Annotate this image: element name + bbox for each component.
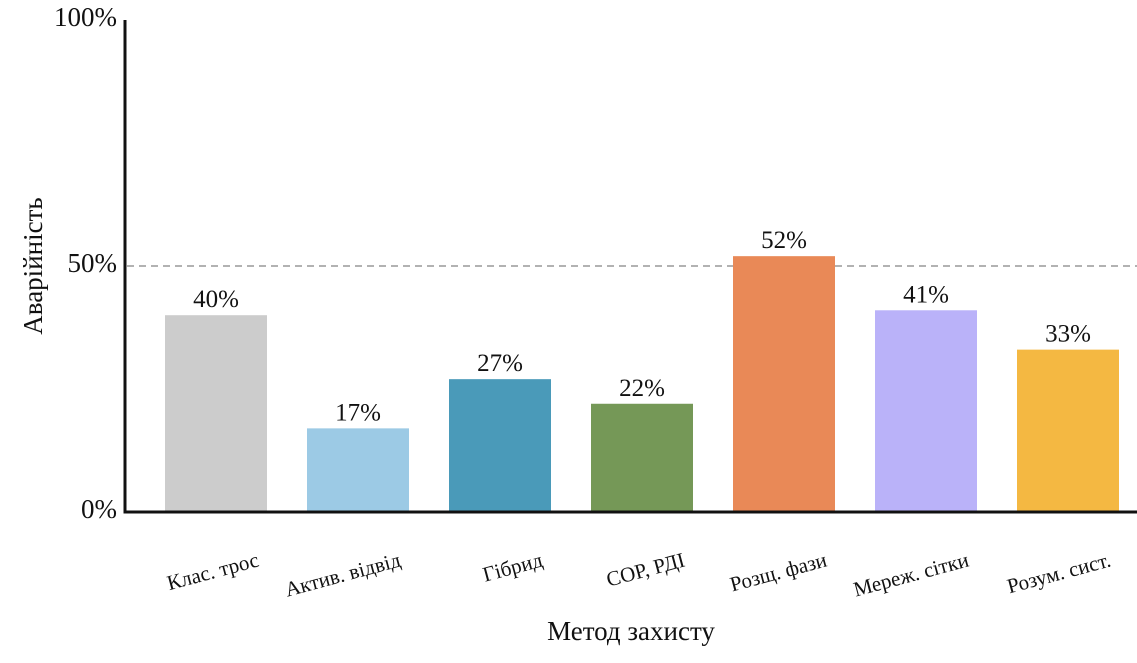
bar (733, 256, 835, 512)
y-ticks-layer: 0% 50% 100% (54, 2, 117, 524)
x-tick-label: Мереж. сітки (851, 548, 972, 602)
x-tick-label: Актив. відвід (282, 548, 403, 602)
bar-value-label: 40% (193, 286, 239, 313)
x-tick-label: Гібрид (480, 548, 546, 587)
y-tick-label: 0% (81, 494, 117, 524)
bar (875, 310, 977, 512)
x-axis-title: Метод захисту (547, 616, 715, 646)
bar-value-label: 52% (761, 227, 807, 254)
bar-value-label: 41% (903, 281, 949, 308)
y-tick-label: 100% (54, 2, 117, 32)
y-tick-label: 50% (68, 248, 118, 278)
axes-layer (123, 20, 1137, 514)
bar-value-label: 22% (619, 375, 665, 402)
bar (449, 379, 551, 512)
bar-value-label: 27% (477, 350, 523, 377)
bar-value-label: 33% (1045, 321, 1091, 348)
bar (307, 428, 409, 512)
x-tick-label: СОР, РДІ (604, 548, 688, 592)
bars-layer (165, 256, 1119, 512)
x-ticks-layer: Клас. трос Актив. відвід Гібрид СОР, РДІ Роз… (164, 548, 1113, 602)
bar (165, 315, 267, 512)
bar-labels-layer: 40% 17% 27% 22% 52% 41% 33% (193, 227, 1091, 426)
bar (591, 403, 693, 512)
bar (1017, 349, 1119, 512)
y-axis-title: Аварійність (18, 197, 48, 334)
bar-value-label: 17% (335, 399, 381, 426)
x-tick-label: Розум. сист. (1004, 548, 1113, 599)
x-tick-label: Розщ. фази (727, 548, 829, 597)
x-tick-label: Клас. трос (164, 548, 261, 595)
